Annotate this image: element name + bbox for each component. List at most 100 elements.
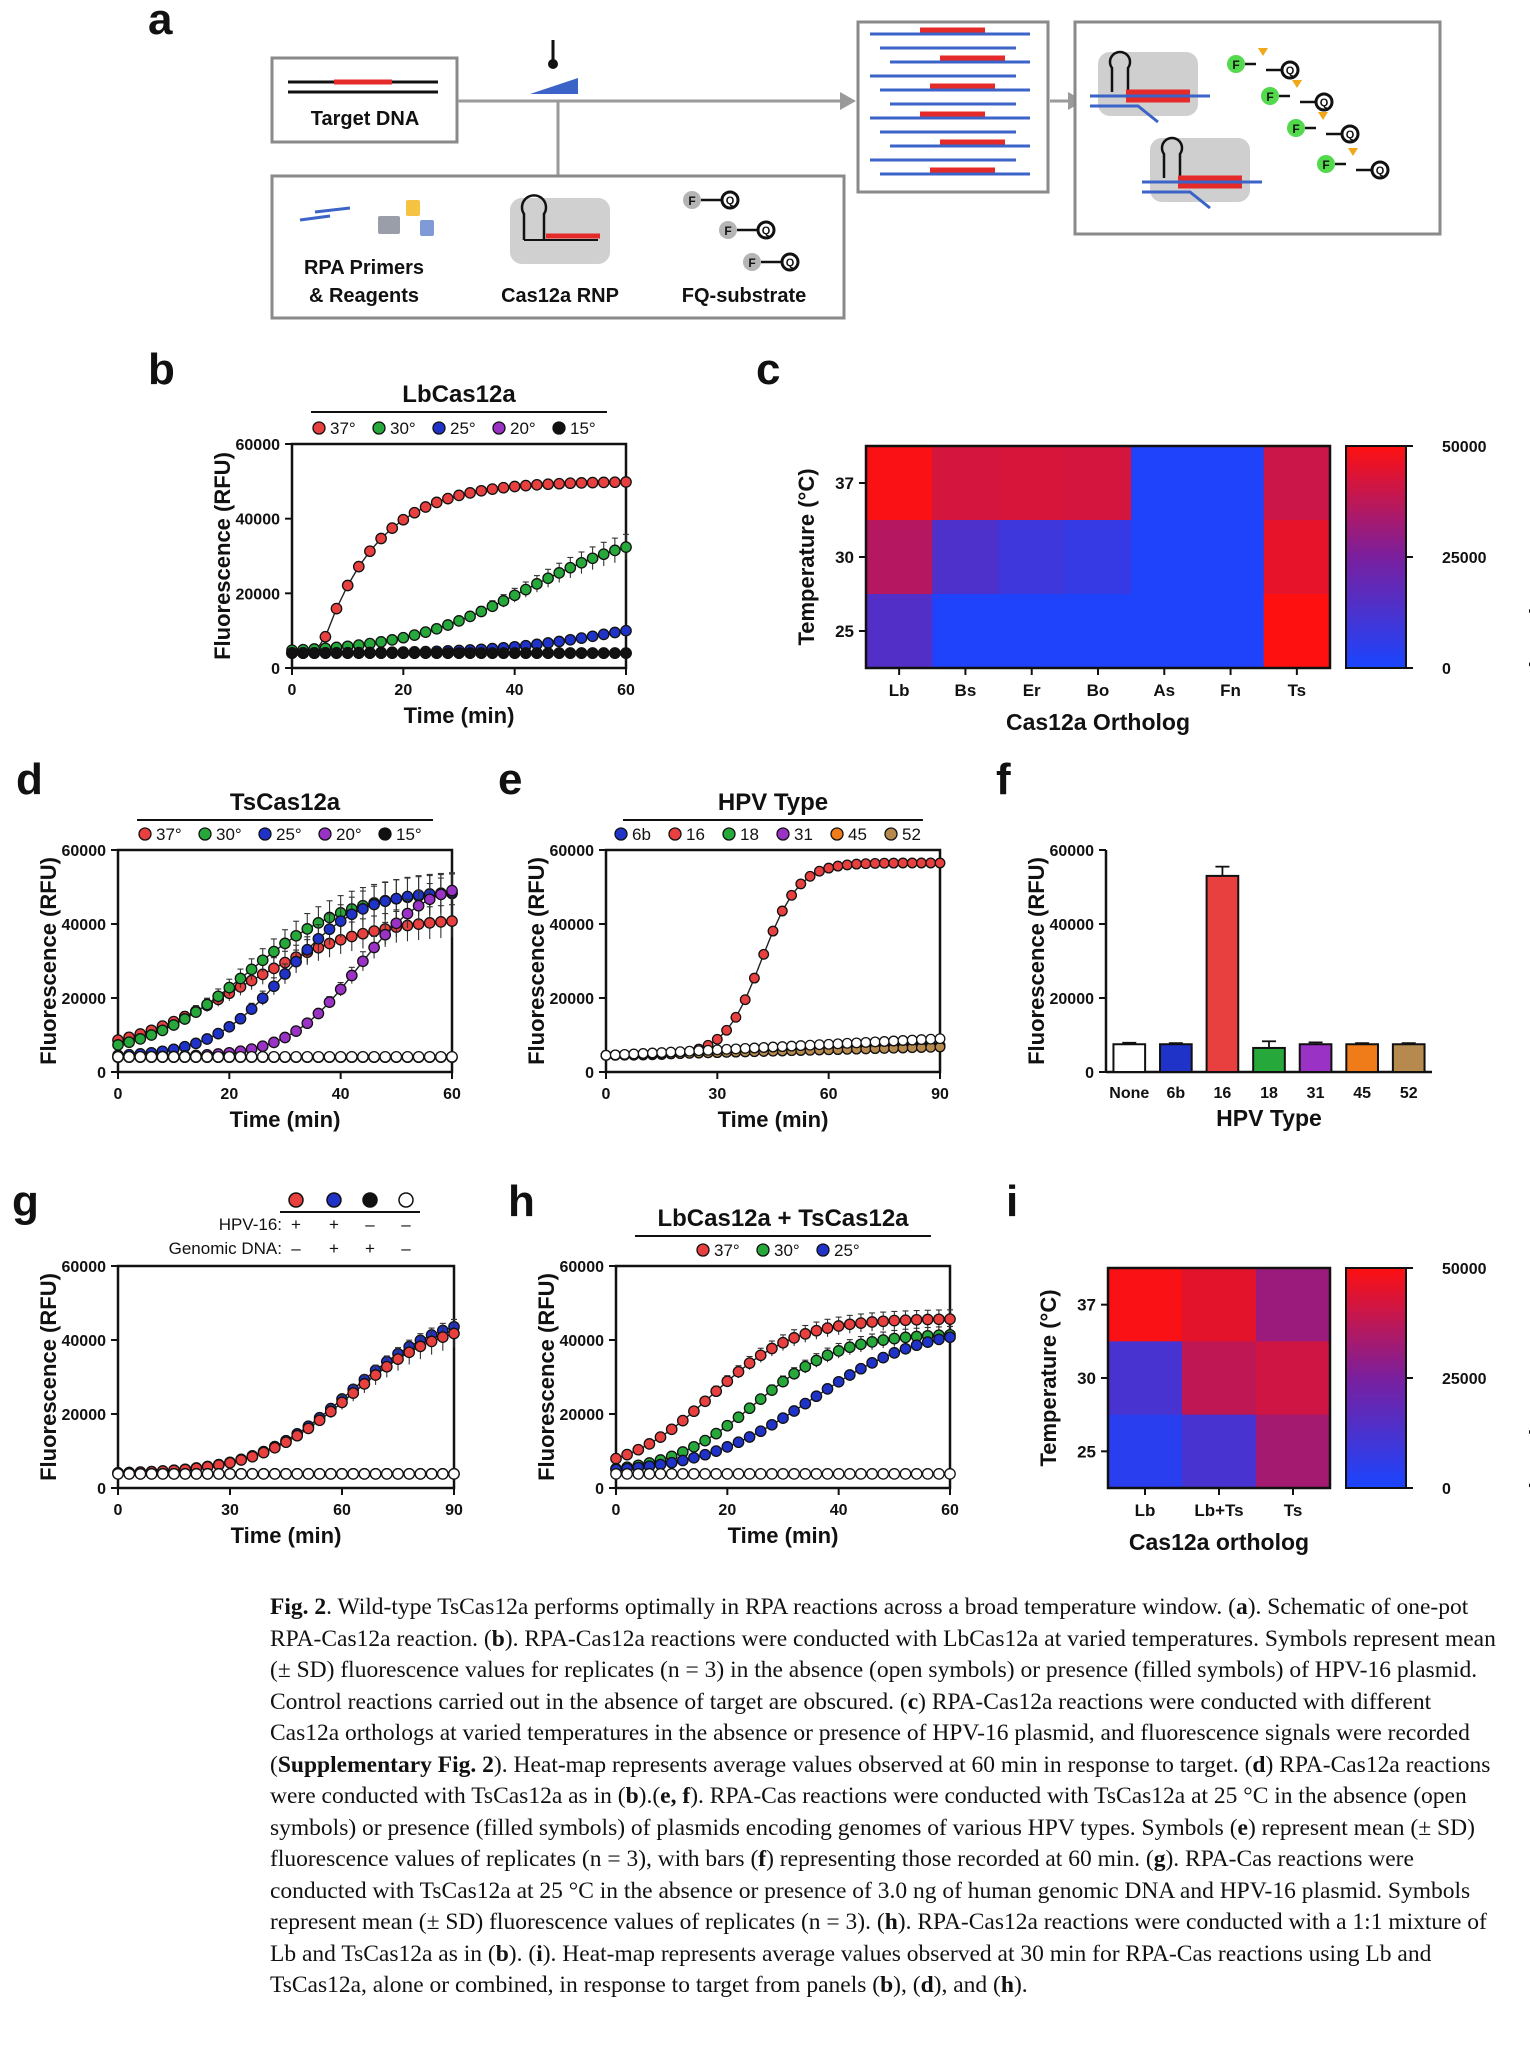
data-point — [855, 1468, 867, 1480]
panel-letter-b: b — [148, 345, 175, 394]
data-point — [401, 907, 414, 920]
data-point — [767, 1041, 779, 1053]
data-point — [878, 857, 890, 869]
data-point — [643, 1468, 656, 1480]
legend-label: 25° — [834, 1241, 860, 1260]
data-point — [748, 1042, 760, 1054]
data-point — [665, 1046, 677, 1058]
data-point — [721, 1468, 734, 1480]
data-point — [810, 1354, 823, 1367]
data-point — [313, 1414, 326, 1427]
data-point — [921, 1336, 934, 1348]
chart-title: LbCas12a — [402, 381, 516, 408]
data-point — [279, 968, 291, 980]
series-16 — [600, 857, 946, 1061]
x-tick-label: 0 — [612, 1502, 621, 1519]
caption-text: ) RPA-Cas12a reactions were conducted wi… — [270, 1751, 1491, 1810]
data-point — [386, 522, 399, 534]
quencher-label: Q — [786, 257, 795, 269]
data-point — [542, 637, 554, 649]
data-point — [234, 1012, 247, 1025]
caption-text: ).( — [638, 1783, 661, 1809]
x-tick-label: 0 — [114, 1502, 123, 1519]
x-axis-label: Time (min) — [230, 1107, 341, 1132]
heatmap-cell — [1197, 446, 1265, 521]
chart-title: TsCas12a — [230, 789, 341, 816]
data-point — [352, 560, 365, 573]
data-point — [223, 981, 236, 994]
caption-ref: b — [495, 1940, 509, 1967]
heatmap-cell — [1256, 1414, 1331, 1489]
data-point — [656, 1047, 668, 1059]
y-tick-label: 25 — [1077, 1442, 1096, 1461]
data-point — [910, 1339, 923, 1352]
data-point — [776, 1041, 788, 1053]
data-point — [375, 647, 387, 659]
x-tick-label: Er — [1023, 681, 1041, 700]
caption-text: ). Schematic of one-pot RPA-Cas12a react… — [270, 1594, 1469, 1652]
data-point — [688, 1468, 700, 1480]
data-point — [375, 636, 387, 648]
quencher-icon — [1370, 160, 1390, 180]
heatmap-cell — [1256, 1268, 1331, 1342]
chart-panel-f: 0 20000 40000 60000 None 6b 16 18 31 45 52 HPV Type… — [1024, 843, 1432, 1131]
data-point — [721, 1419, 734, 1432]
x-tick-label: 16 — [1214, 1085, 1232, 1102]
data-point — [841, 1037, 853, 1049]
bar — [1345, 1043, 1379, 1073]
fluorophore-label: F — [1292, 122, 1299, 136]
heatmap-cell — [998, 520, 1066, 595]
data-point — [743, 1402, 756, 1415]
data-point — [201, 1468, 214, 1480]
legend-sign: – — [401, 1215, 411, 1234]
caption-ref: e, f — [660, 1783, 691, 1809]
legend-row-label: HPV-16: — [219, 1215, 282, 1234]
data-point — [832, 1468, 845, 1480]
legend-marker — [552, 421, 566, 435]
data-point — [341, 579, 354, 592]
data-point — [620, 476, 632, 488]
data-point — [453, 615, 465, 627]
panel-letter-i: i — [1006, 1177, 1018, 1226]
y-tick-label: 0 — [271, 661, 280, 678]
x-tick-label: 52 — [1400, 1085, 1418, 1102]
colorbar-tick-label: 50000 — [1442, 1261, 1487, 1278]
legend-label: 25° — [276, 825, 302, 844]
data-point — [357, 903, 369, 915]
y-tick-label: 25 — [835, 622, 854, 641]
data-point — [347, 1387, 360, 1399]
data-point — [301, 943, 314, 956]
data-point — [369, 1369, 382, 1381]
data-point — [178, 1013, 191, 1025]
series-line — [615, 1334, 951, 1470]
y-axis-label: Fluorescence (RFU) — [36, 857, 61, 1065]
legend-marker — [492, 421, 506, 435]
heatmap-cell — [1256, 1341, 1331, 1416]
data-point — [224, 1456, 236, 1469]
data-point — [368, 898, 380, 911]
arrow-head — [840, 92, 856, 110]
data-point — [268, 1050, 280, 1063]
x-tick-label: Lb+Ts — [1194, 1501, 1243, 1520]
data-point — [621, 1468, 633, 1480]
data-point — [223, 1050, 236, 1063]
data-point — [575, 477, 588, 489]
data-point — [201, 998, 213, 1011]
data-point — [464, 487, 476, 499]
data-point — [290, 1025, 302, 1037]
data-point — [334, 1050, 347, 1063]
data-point — [312, 1007, 325, 1020]
legend-row-label: Genomic DNA: — [169, 1239, 282, 1258]
data-point — [246, 1468, 259, 1480]
y-tick-label: 60000 — [62, 843, 107, 860]
x-axis-label: Time (min) — [718, 1107, 829, 1132]
y-tick-label: 60000 — [1050, 843, 1095, 860]
schematic-panel-a: Target DNA RPA Primers & Reagents Cas12a RN… — [270, 20, 1442, 320]
x-tick-label: 60 — [333, 1502, 351, 1519]
data-point — [112, 1050, 124, 1063]
y-tick-label: 20000 — [550, 991, 595, 1008]
crrna-hairpin-icon — [1108, 50, 1132, 92]
x-tick-label: 60 — [941, 1502, 959, 1519]
